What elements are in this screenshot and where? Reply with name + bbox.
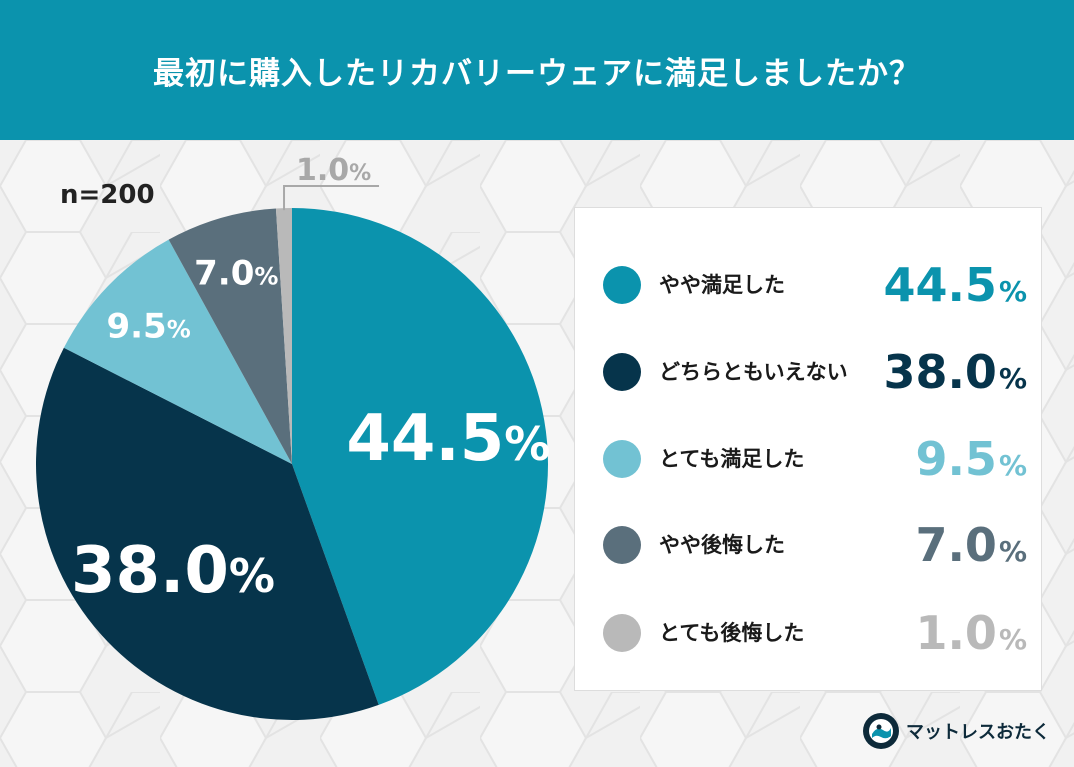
- slice-label: 1.0%: [296, 153, 371, 188]
- legend-item: やや後悔した 7.0%: [575, 515, 1041, 575]
- pie-slice: [168, 208, 292, 464]
- legend-value-number: 7.0: [915, 518, 997, 572]
- page-title: 最初に購入したリカバリーウェアに満足しましたか？: [153, 55, 921, 92]
- legend-label: どちらともいえない: [659, 360, 848, 384]
- leader-line: [283, 185, 380, 211]
- legend-dot: [603, 440, 641, 478]
- pie-chart: 44.5% 38.0% 9.5%7.0% 1.0%: [36, 153, 550, 721]
- legend-value-unit: %: [998, 449, 1027, 482]
- pie-slice: [292, 208, 548, 705]
- legend-value-unit: %: [998, 535, 1027, 568]
- legend-item: やや満足した 44.5%: [575, 255, 1041, 315]
- legend-value-unit: %: [998, 275, 1027, 308]
- legend-item: とても満足した 9.5%: [575, 429, 1041, 489]
- sample-size-label: n=200: [60, 180, 155, 210]
- pie-slice: [63, 239, 292, 464]
- brand: マットレスおたく: [862, 712, 1050, 750]
- brand-name: マットレスおたく: [906, 722, 1050, 743]
- mattress-otaku-logo-icon: [863, 713, 899, 749]
- legend-label: やや満足した: [659, 273, 785, 297]
- title-banner: 最初に購入したリカバリーウェアに満足しましたか？: [0, 0, 1074, 140]
- legend-value: 9.5%: [915, 429, 1027, 500]
- legend: やや満足した 44.5% どちらともいえない 38.0% とても満足した 9.5…: [574, 207, 1042, 691]
- legend-value-unit: %: [998, 623, 1027, 656]
- legend-item: どちらともいえない 38.0%: [575, 342, 1041, 402]
- legend-value: 44.5%: [883, 255, 1027, 326]
- legend-value-number: 44.5: [883, 258, 997, 312]
- legend-label: やや後悔した: [659, 533, 785, 557]
- legend-value-number: 9.5: [915, 432, 997, 486]
- legend-dot: [603, 266, 641, 304]
- legend-value-unit: %: [998, 362, 1027, 395]
- legend-value: 7.0%: [915, 515, 1027, 586]
- slice-label: 9.5%: [106, 306, 190, 346]
- legend-label: とても満足した: [659, 447, 805, 471]
- legend-item: とても後悔した 1.0%: [575, 603, 1041, 663]
- slice-label: 38.0%: [71, 534, 275, 608]
- slice-label: 44.5%: [346, 402, 550, 476]
- legend-dot: [603, 614, 641, 652]
- legend-value-number: 1.0: [915, 606, 997, 660]
- legend-value: 1.0%: [915, 603, 1027, 674]
- slice-label: 7.0%: [194, 253, 278, 293]
- pie-slice: [275, 208, 292, 464]
- pie-slice: [36, 347, 379, 721]
- legend-dot: [603, 526, 641, 564]
- legend-value: 38.0%: [883, 342, 1027, 413]
- legend-label: とても後悔した: [659, 621, 805, 645]
- legend-value-number: 38.0: [883, 345, 997, 399]
- legend-dot: [603, 353, 641, 391]
